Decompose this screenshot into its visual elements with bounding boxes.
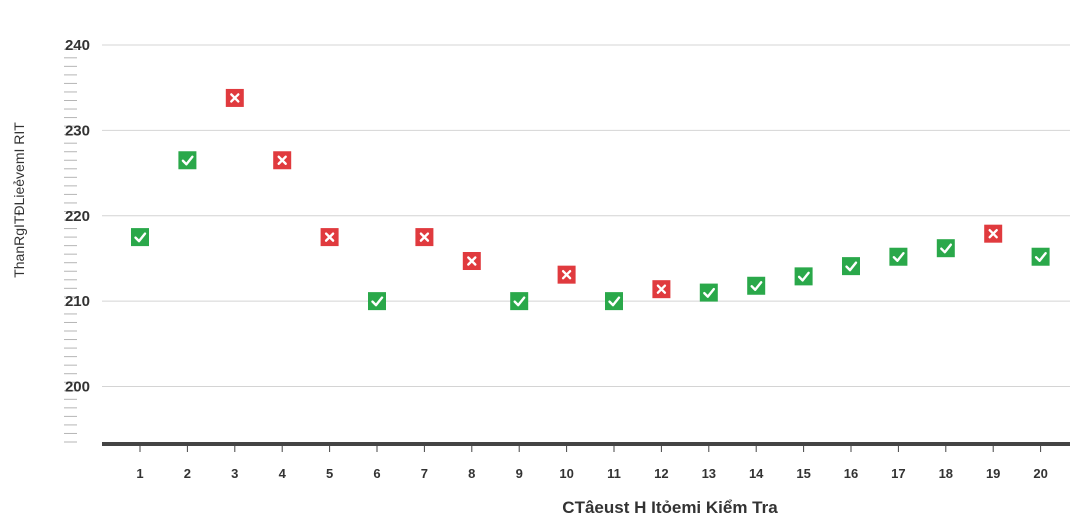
x-tick-label: 7 — [421, 466, 428, 481]
y-tick-label: 220 — [65, 208, 90, 225]
data-point-fail — [225, 88, 244, 107]
x-tick-label: 16 — [844, 466, 858, 481]
check-icon — [703, 287, 715, 298]
x-tick-label: 13 — [702, 466, 716, 481]
data-point-pass — [842, 257, 860, 276]
x-axis-label: CTâeust H Itỏemi Kiểm Tra — [562, 498, 778, 517]
cross-icon — [324, 232, 335, 242]
check-icon — [750, 281, 763, 291]
check-icon — [371, 296, 384, 307]
x-tick-label: 12 — [654, 466, 668, 481]
cross-icon — [467, 256, 477, 266]
x-tick-label: 10 — [559, 466, 573, 481]
data-point-pass — [889, 247, 908, 266]
data-point-fail — [462, 252, 481, 271]
data-point-pass — [1031, 247, 1050, 266]
y-tick-label: 210 — [65, 293, 90, 310]
data-point-fail — [557, 265, 576, 284]
check-icon — [845, 261, 858, 272]
data-point-pass — [794, 267, 813, 286]
data-point-pass — [368, 292, 386, 311]
data-points — [131, 88, 1050, 311]
y-axis-label: ThanRgITĐLieẻvemI RIT — [11, 122, 27, 278]
x-tick-label: 2 — [184, 466, 191, 481]
x-tick-label: 9 — [516, 466, 523, 481]
x-tick-label: 20 — [1033, 466, 1047, 481]
x-tick-label: 18 — [939, 466, 953, 481]
y-tick-label: 240 — [65, 37, 90, 54]
data-point-pass — [510, 292, 529, 311]
data-point-fail — [652, 280, 671, 299]
data-point-fail — [273, 151, 292, 170]
x-tick-label: 14 — [749, 466, 764, 481]
x-tick-label: 6 — [373, 466, 380, 481]
x-tick-label: 8 — [468, 466, 475, 481]
y-tick-label: 230 — [65, 122, 90, 139]
y-minor-ticks — [64, 48, 77, 443]
data-point-pass — [747, 276, 766, 295]
data-point-pass — [936, 239, 955, 258]
x-tick-label: 19 — [986, 466, 1000, 481]
cross-icon — [656, 284, 667, 294]
cross-icon — [988, 228, 998, 239]
data-point-pass — [605, 292, 623, 311]
check-icon — [797, 271, 810, 282]
cross-icon — [419, 232, 430, 242]
data-point-pass — [178, 151, 197, 170]
x-tick-label: 11 — [607, 466, 621, 481]
data-point-pass — [131, 228, 149, 247]
cross-icon — [561, 269, 572, 280]
x-tick-label: 15 — [796, 466, 810, 481]
cross-icon — [277, 155, 287, 165]
x-tick-label: 4 — [279, 466, 287, 481]
check-icon — [940, 243, 952, 254]
data-point-fail — [320, 228, 339, 247]
check-icon — [134, 232, 147, 243]
x-tick-label: 5 — [326, 466, 333, 481]
data-point-pass — [699, 283, 718, 302]
check-icon — [608, 296, 621, 307]
x-tick-label: 17 — [891, 466, 905, 481]
data-point-fail — [984, 224, 1003, 243]
y-tick-label: 200 — [65, 379, 90, 396]
check-icon — [181, 155, 194, 166]
cross-icon — [230, 93, 240, 103]
gridlines — [102, 44, 1070, 388]
check-icon — [513, 296, 526, 307]
check-icon — [1034, 252, 1047, 262]
check-icon — [892, 252, 905, 262]
x-tick-label: 1 — [136, 466, 143, 481]
x-tick-labels: 1 2 3 4 5 6 7 8 9 10 11 12 13 14 15 16 17 18 19 20 — [136, 446, 1048, 481]
data-point-fail — [415, 228, 434, 247]
y-tick-labels: 200 210 220 230 240 — [65, 37, 90, 396]
x-tick-label: 3 — [231, 466, 238, 481]
